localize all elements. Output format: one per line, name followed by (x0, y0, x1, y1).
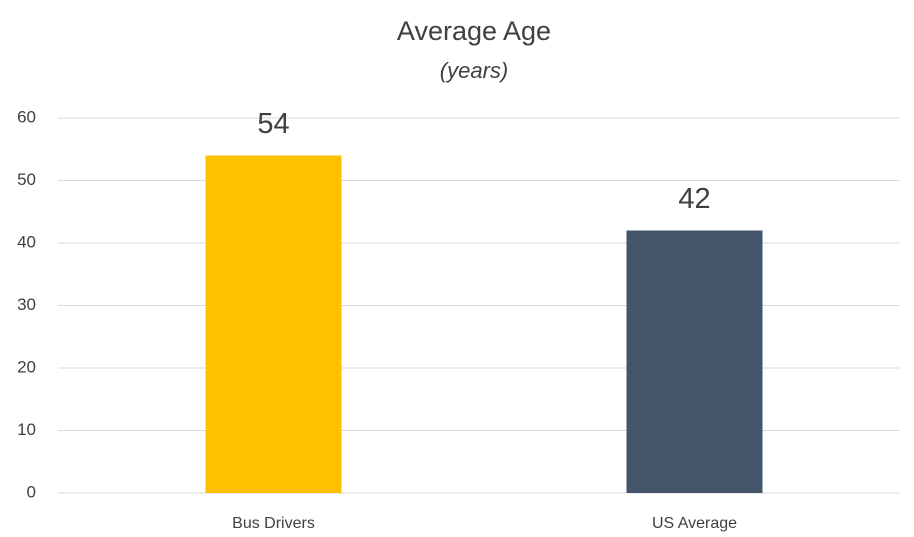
bar (626, 230, 763, 493)
y-tick-label: 50 (17, 170, 36, 189)
y-tick-label: 20 (17, 357, 36, 376)
data-label: 54 (257, 108, 289, 140)
bar (205, 155, 342, 493)
y-tick-label: 0 (27, 482, 36, 501)
y-tick-label: 10 (17, 420, 36, 439)
y-tick-label: 30 (17, 295, 36, 314)
x-tick-label: Bus Drivers (232, 515, 315, 532)
chart-subtitle: (years) (440, 58, 508, 83)
x-tick-label: US Average (652, 515, 737, 532)
data-label: 42 (678, 183, 710, 215)
y-tick-label: 40 (17, 232, 36, 251)
chart-title: Average Age (397, 16, 551, 46)
y-tick-label: 60 (17, 107, 36, 126)
